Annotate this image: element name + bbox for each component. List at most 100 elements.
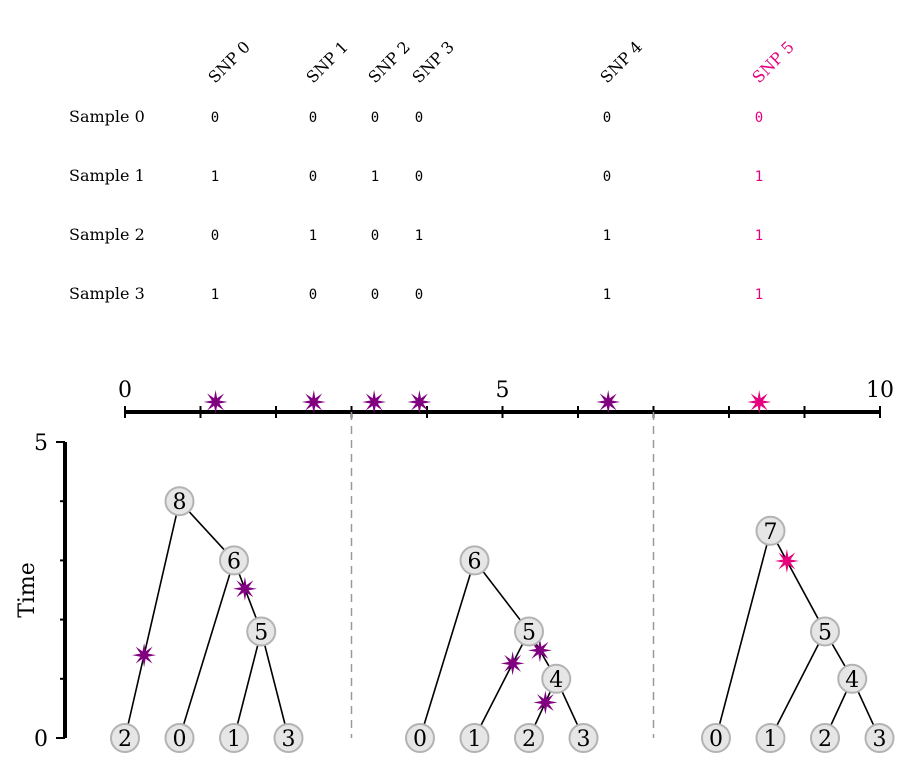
genotype-cell: 1 [603,287,611,303]
snp-label-3: SNP 3 [408,37,457,86]
tree-edge [473,631,530,739]
tree-node [219,545,249,576]
snp-label-1: SNP 1 [302,37,351,86]
tree-node [219,723,249,753]
node-label: 1 [764,727,778,752]
tree-node [246,616,277,647]
genotype-cell: 1 [755,228,763,244]
tree-2: 0 1 2 3 45 7 [701,515,895,753]
genotype-cell: 1 [415,228,423,244]
node-label: 7 [764,520,778,545]
node-label: 2 [522,727,536,752]
genotype-cell: 0 [371,228,379,244]
mutation-marker [132,643,157,668]
tree-node [568,723,599,753]
tree-edge [715,530,772,739]
node-label: 0 [709,727,723,752]
node-label: 5 [818,620,832,645]
time-axis: 0 5 Time [15,431,67,752]
site-mutation-marker [596,390,621,414]
tree-node [110,723,140,753]
genotype-cell: 0 [211,228,219,244]
genotype-cell: 0 [755,110,763,126]
genotype-cell: 1 [755,169,763,185]
tree-node [755,723,786,753]
site-mutation-marker [301,390,326,414]
node-label: 3 [282,727,296,752]
tree-dividers [350,412,655,738]
node-label: 3 [873,727,887,752]
tree-node [164,723,195,753]
node-label: 8 [173,490,187,515]
genotype-cell: 1 [211,169,219,185]
node-label: 6 [468,549,482,574]
time-axis-label: Time [15,562,40,618]
mutation-marker [232,576,257,601]
tree-edge [769,530,826,632]
node-label: 6 [227,549,241,574]
genotype-cell: 1 [211,287,219,303]
site-mutation-marker [362,390,387,414]
node-label: 3 [577,727,591,752]
genotype-cell: 0 [309,169,317,185]
snp-label-4: SNP 4 [596,37,645,86]
sample-label-1: Sample 1 [69,166,145,185]
mutation-marker [533,690,558,715]
tree-node [541,663,572,694]
node-label: 5 [254,620,268,645]
node-label: 4 [845,668,859,693]
genotype-cell: 0 [371,287,379,303]
tree-node [164,486,195,517]
genotype-cell: 1 [603,228,611,244]
node-label: 2 [818,727,832,752]
tree-node [514,723,544,753]
sample-label-2: Sample 2 [69,225,145,244]
site-mutation-marker [203,390,228,414]
node-label: 1 [468,727,482,752]
genome-axis: 0 5 10 [118,378,894,418]
tree-node [810,723,840,753]
tree-edge [233,631,263,739]
genotype-cell: 0 [415,110,423,126]
genotype-cell: 0 [415,287,423,303]
time-tick-label: 5 [34,431,48,456]
tree-node [864,723,895,753]
genome-tick-label: 10 [866,378,894,403]
tree-edge [124,501,181,739]
site-mutation-marker [407,390,432,414]
genotype-cell: 0 [603,169,611,185]
genotype-cell: 1 [371,169,379,185]
snp-label-5: SNP 5 [748,37,797,86]
genotype-cell: 0 [415,169,423,185]
tree-node [405,723,435,753]
node-label: 5 [522,620,536,645]
sample-label-3: Sample 3 [69,284,145,303]
sample-label-0: Sample 0 [69,107,145,126]
node-label: 2 [118,727,132,752]
tree-node [810,616,840,647]
mutation-marker [774,549,799,573]
node-label: 0 [173,727,187,752]
tree-1: 0 1 2 3 45 6 [405,545,599,753]
tree-node [755,515,786,546]
tree-edge [419,560,476,739]
snp-label-0: SNP 0 [204,37,253,86]
genotype-cell: 1 [309,228,317,244]
genotype-cell: 0 [211,110,219,126]
tree-node [514,616,544,647]
genotype-cell: 0 [309,287,317,303]
tree-node [273,723,304,753]
site-mutation-marker [747,390,772,414]
snp-label-2: SNP 2 [364,37,413,86]
tree-node [459,723,490,753]
genotype-cell: 0 [309,110,317,126]
genotype-matrix: 0 0 0 0 0 0 1 0 1 0 0 1 0 1 0 1 1 1 1 0 0 0 1 1 [211,110,763,303]
genome-tick-label: 0 [118,378,132,403]
tree-edge [260,631,290,739]
node-label: 0 [413,727,427,752]
genotype-cell: 1 [755,287,763,303]
time-tick-label: 0 [34,727,48,752]
